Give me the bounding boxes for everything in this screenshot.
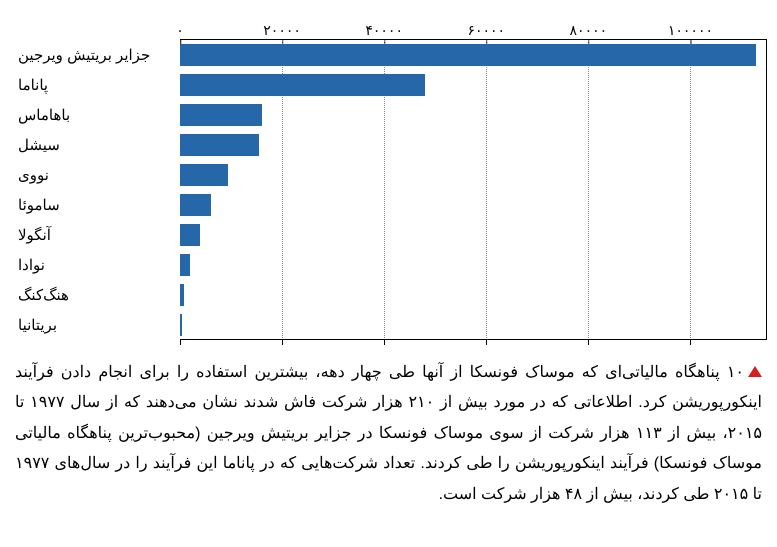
x-bottom-tick: [180, 340, 181, 345]
bar-row: [180, 130, 766, 160]
bar-row: [180, 280, 766, 310]
x-tick: ۶۰۰۰۰: [467, 22, 505, 39]
category-label: پاناما: [10, 70, 180, 100]
x-tick: ۴۰۰۰۰: [365, 22, 403, 39]
bar: [180, 284, 184, 306]
category-label: سیشل: [10, 130, 180, 160]
bars-region: [180, 40, 767, 340]
x-bottom-tick: [384, 340, 385, 345]
x-tick: ۸۰۰۰۰: [570, 22, 608, 39]
x-bottom-tick: [588, 340, 589, 345]
bar: [180, 134, 259, 156]
category-label: ساموئا: [10, 190, 180, 220]
bar: [180, 104, 262, 126]
bar: [180, 314, 182, 336]
bar: [180, 164, 228, 186]
y-axis-labels: جزایر بریتیش ویرجینپاناماباهاماسسیشلنووی…: [10, 15, 180, 340]
category-label: نوادا: [10, 250, 180, 280]
x-tick: ۱۰۰۰۰۰: [668, 22, 713, 39]
x-bottom-tick: [486, 340, 487, 345]
category-label: نووی: [10, 160, 180, 190]
plot-area: ۰۲۰۰۰۰۴۰۰۰۰۶۰۰۰۰۸۰۰۰۰۱۰۰۰۰۰: [180, 15, 767, 340]
x-tick: ۰: [176, 22, 184, 39]
bar-row: [180, 250, 766, 280]
chart-description: ۱۰ پناهگاه مالیاتی‌ای که موساک فونسکا از…: [10, 358, 767, 510]
bar-row: [180, 310, 766, 340]
bar: [180, 254, 190, 276]
category-label: آنگولا: [10, 220, 180, 250]
chart-container: جزایر بریتیش ویرجینپاناماباهاماسسیشلنووی…: [10, 15, 767, 340]
category-label: جزایر بریتیش ویرجین: [10, 40, 180, 70]
bar: [180, 194, 211, 216]
description-text: ۱۰ پناهگاه مالیاتی‌ای که موساک فونسکا از…: [15, 364, 762, 503]
triangle-icon: [748, 366, 762, 377]
bar-row: [180, 40, 766, 70]
bar: [180, 74, 425, 96]
bar-row: [180, 160, 766, 190]
bar-row: [180, 220, 766, 250]
category-label: بریتانیا: [10, 310, 180, 340]
x-bottom-tick: [690, 340, 691, 345]
bar-row: [180, 190, 766, 220]
bar-row: [180, 100, 766, 130]
bar: [180, 44, 756, 66]
category-label: هنگ‌کنگ: [10, 280, 180, 310]
x-axis-ticks: ۰۲۰۰۰۰۴۰۰۰۰۶۰۰۰۰۸۰۰۰۰۱۰۰۰۰۰: [180, 15, 767, 40]
category-label: باهاماس: [10, 100, 180, 130]
bar: [180, 224, 200, 246]
x-tick: ۲۰۰۰۰: [263, 22, 301, 39]
chart-area: جزایر بریتیش ویرجینپاناماباهاماسسیشلنووی…: [10, 15, 767, 340]
bar-row: [180, 70, 766, 100]
x-axis-line: [180, 339, 766, 341]
x-bottom-tick: [282, 340, 283, 345]
